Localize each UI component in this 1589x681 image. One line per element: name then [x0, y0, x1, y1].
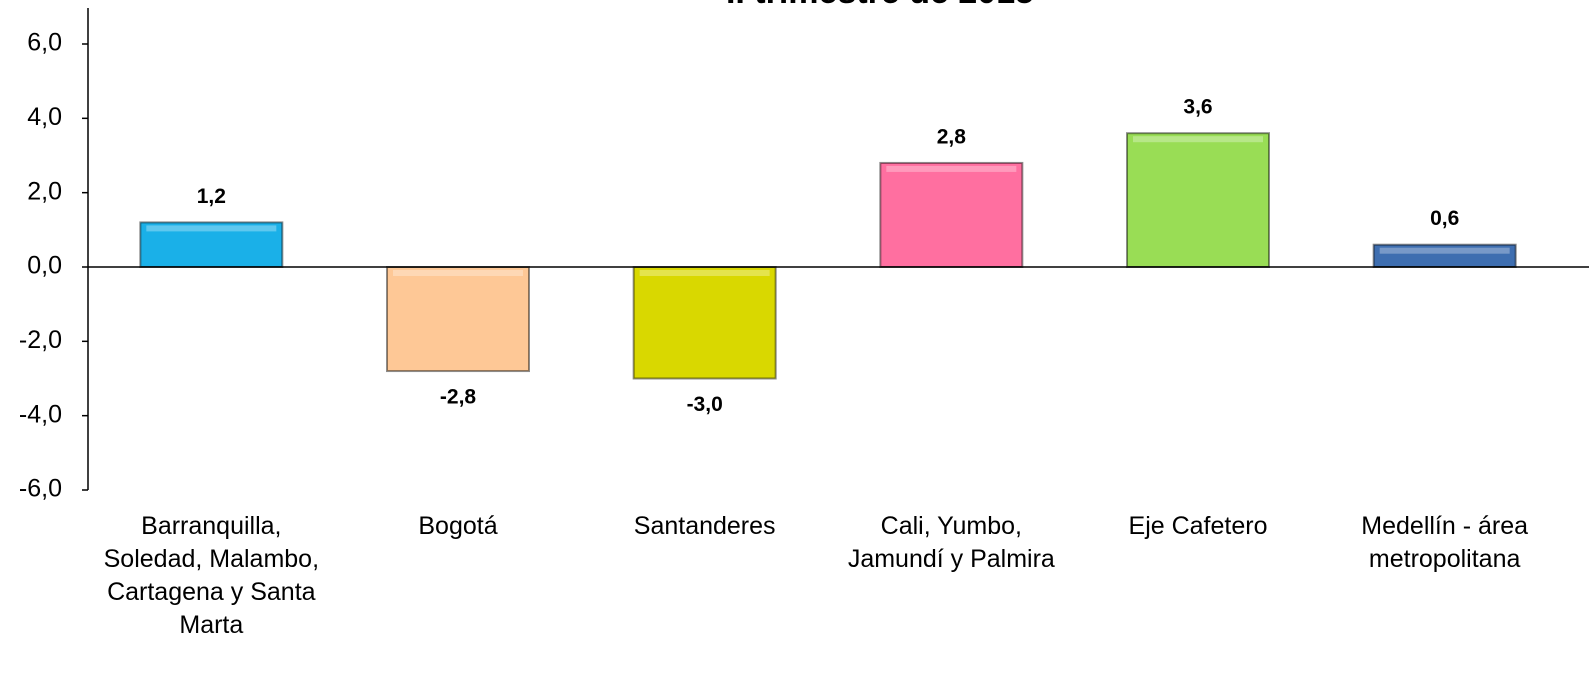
bar-bevel — [393, 270, 523, 276]
x-tick-label: Santanderes — [633, 512, 776, 540]
y-tick-label: -6,0 — [19, 475, 62, 503]
data-label: -2,8 — [440, 386, 477, 409]
x-tick-label: Medellín - área metropolitana — [1361, 512, 1529, 573]
bar — [1126, 132, 1270, 268]
bar-bevel — [146, 225, 277, 232]
data-label: 2,8 — [937, 125, 967, 148]
y-tick-label: -4,0 — [19, 400, 62, 428]
bar-bevel — [1133, 136, 1263, 143]
x-tick-label: Cali, Yumbo, Jamundí y Palmira — [847, 512, 1055, 573]
bar-bevel — [1379, 247, 1510, 254]
y-tick-label: 2,0 — [27, 177, 62, 205]
y-tick-label: 6,0 — [27, 29, 62, 57]
y-tick-label: 0,0 — [27, 252, 62, 280]
bar — [386, 266, 530, 373]
y-tick-label: -2,0 — [19, 326, 62, 354]
data-label: -3,0 — [687, 393, 723, 416]
data-label: 0,6 — [1430, 207, 1459, 230]
bar — [632, 266, 777, 380]
x-tick-label: Barranquilla, Soledad, Malambo, Cartagen… — [103, 512, 320, 639]
y-tick-label: 4,0 — [27, 103, 62, 131]
x-tick-label: Bogotá — [418, 512, 498, 540]
x-tick-label: Eje Cafetero — [1128, 512, 1268, 540]
chart-title: II trimestre de 2015 — [726, 0, 1034, 11]
bar — [879, 161, 1024, 268]
data-label: 1,2 — [197, 185, 226, 208]
data-label: 3,6 — [1183, 96, 1212, 119]
bar-bevel — [639, 270, 770, 276]
bar-bevel — [886, 165, 1017, 172]
